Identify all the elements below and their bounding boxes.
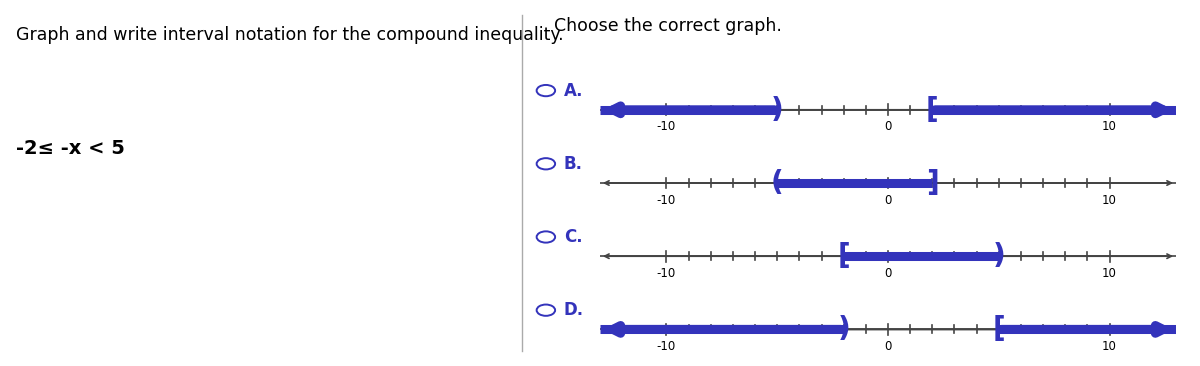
Text: B.: B. <box>564 155 583 173</box>
Text: [: [ <box>926 96 938 124</box>
Text: ): ) <box>770 96 784 124</box>
Text: ]: ] <box>926 169 938 197</box>
Text: 10: 10 <box>1102 340 1117 353</box>
Text: Choose the correct graph.: Choose the correct graph. <box>553 17 781 35</box>
Text: ): ) <box>838 315 850 343</box>
Text: 10: 10 <box>1102 120 1117 134</box>
Text: [: [ <box>838 242 850 270</box>
Text: D.: D. <box>564 301 584 319</box>
Text: (: ( <box>770 169 784 197</box>
Text: A.: A. <box>564 82 583 100</box>
Text: Graph and write interval notation for the compound inequality.: Graph and write interval notation for th… <box>16 26 563 44</box>
Text: -10: -10 <box>656 267 676 280</box>
Text: 10: 10 <box>1102 267 1117 280</box>
Text: C.: C. <box>564 228 582 246</box>
Text: 0: 0 <box>884 267 892 280</box>
Text: -10: -10 <box>656 120 676 134</box>
Text: 0: 0 <box>884 340 892 353</box>
Text: -2≤ -x < 5: -2≤ -x < 5 <box>16 139 125 158</box>
Text: -10: -10 <box>656 194 676 207</box>
Text: [: [ <box>992 315 1006 343</box>
Text: -10: -10 <box>656 340 676 353</box>
Text: ): ) <box>992 242 1006 270</box>
Text: 10: 10 <box>1102 194 1117 207</box>
Text: 0: 0 <box>884 120 892 134</box>
Text: 0: 0 <box>884 194 892 207</box>
